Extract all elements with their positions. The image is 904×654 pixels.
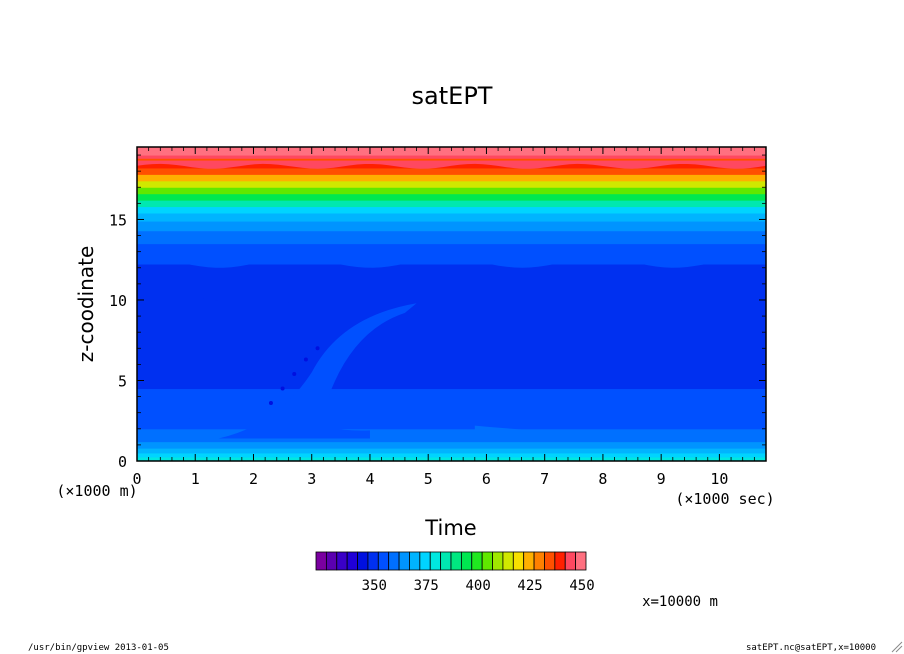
colorbar-cell-5 — [367, 551, 379, 571]
y-axis-unit: (×1000 m) — [56, 482, 137, 500]
y-axis: 0 5 10 15 — [109, 154, 766, 471]
colorbar-cell-19 — [512, 551, 525, 571]
band-1 — [137, 452, 766, 458]
colorbar-cell-3 — [346, 551, 358, 571]
colorbar-tick-label: 450 — [569, 578, 594, 594]
footer-left: /usr/bin/gpview 2013-01-05 — [28, 643, 169, 653]
x-tick-label: 7 — [540, 470, 549, 488]
colorbar-tick-label: 425 — [517, 578, 542, 594]
colorbar-cell-22 — [544, 551, 556, 571]
x-tick-label: 5 — [424, 470, 433, 488]
colorbar-cell-10 — [419, 551, 431, 571]
band-17 — [137, 174, 766, 182]
colorbar-cell-25 — [575, 551, 587, 571]
colorbar-ticks: 350 375 400 425 450 — [362, 578, 595, 594]
x-tick-label: 3 — [307, 470, 316, 488]
colorbar-cell-24 — [564, 551, 577, 571]
x-tick-label: 9 — [657, 470, 666, 488]
x-tick-label: 6 — [482, 470, 491, 488]
low-level-patch — [186, 415, 227, 426]
plume-dot-3 — [303, 357, 308, 362]
band-21 — [137, 155, 766, 159]
band-5 — [137, 388, 766, 430]
colorbar-cell-0 — [315, 551, 327, 571]
x-tick-label: 4 — [365, 470, 374, 488]
band-6 — [137, 299, 766, 390]
x-tick-label: 2 — [249, 470, 258, 488]
colorbar-cell-15 — [471, 551, 483, 571]
x-tick-label: 0 — [132, 470, 141, 488]
y-tick-label: 0 — [118, 453, 127, 471]
band-14 — [137, 193, 766, 201]
y-axis-label: z-coodinate — [74, 246, 98, 363]
y-tick-label: 10 — [109, 292, 127, 310]
colorbar-cell-4 — [357, 551, 369, 571]
band-3 — [137, 441, 766, 449]
colorbar-cell-21 — [533, 551, 545, 571]
plume-dot-4 — [315, 346, 320, 351]
footer-right: satEPT.nc@satEPT,x=10000 — [746, 643, 876, 653]
colorbar-cell-13 — [450, 551, 462, 571]
colorbar-tick-label: 375 — [414, 578, 439, 594]
band-16 — [137, 180, 766, 188]
deep-blue-layer — [137, 264, 766, 304]
band-11 — [137, 213, 766, 222]
heatmap-features — [137, 160, 766, 442]
mid-blue-layer — [137, 245, 766, 268]
colorbar-cell-23 — [554, 551, 566, 571]
colorbar-tick-label: 400 — [466, 578, 491, 594]
colorbar-cell-20 — [523, 551, 535, 571]
band-10 — [137, 221, 766, 232]
resize-grip-icon[interactable] — [891, 641, 903, 653]
upper-red-layer — [137, 160, 766, 169]
heatmap-fill — [137, 147, 766, 461]
x-tick-label: 1 — [191, 470, 200, 488]
x-tick-label: 10 — [710, 470, 728, 488]
colorbar-cell-7 — [388, 551, 400, 571]
chart-title: satEPT — [412, 82, 493, 110]
near-surface-streak — [474, 425, 708, 442]
y-tick-label: 5 — [118, 372, 127, 390]
x-axis: 0 1 2 3 4 5 6 7 8 9 10 — [132, 147, 767, 488]
colorbar-cell-11 — [429, 551, 442, 571]
colorbar-cell-18 — [502, 551, 514, 571]
band-18 — [137, 167, 766, 175]
plume-dot-0 — [268, 401, 273, 406]
colorbar-cell-1 — [325, 551, 338, 571]
colorbar-cell-17 — [492, 551, 504, 571]
convective-plume — [218, 303, 417, 439]
colorbar-cell-16 — [481, 551, 493, 571]
plume-dot-1 — [280, 386, 285, 391]
colorbar-cell-6 — [377, 551, 390, 571]
plume-dot-2 — [292, 372, 297, 377]
colorbar-cell-14 — [460, 551, 473, 571]
colorbar — [315, 551, 587, 571]
x-axis-label: Time — [424, 516, 476, 540]
band-12 — [137, 206, 766, 214]
band-22 — [137, 147, 766, 156]
band-15 — [137, 187, 766, 195]
band-9 — [137, 230, 766, 245]
colorbar-cell-9 — [409, 551, 421, 571]
colorbar-cell-8 — [398, 551, 410, 571]
x-tick-label: 8 — [598, 470, 607, 488]
slice-annotation: x=10000 m — [642, 594, 718, 610]
x-axis-unit: (×1000 sec) — [675, 490, 774, 508]
colorbar-cell-12 — [440, 551, 452, 571]
y-tick-label: 15 — [109, 211, 127, 229]
band-13 — [137, 200, 766, 208]
colorbar-tick-label: 350 — [362, 578, 387, 594]
band-2 — [137, 448, 766, 454]
colorbar-cell-2 — [336, 551, 348, 571]
